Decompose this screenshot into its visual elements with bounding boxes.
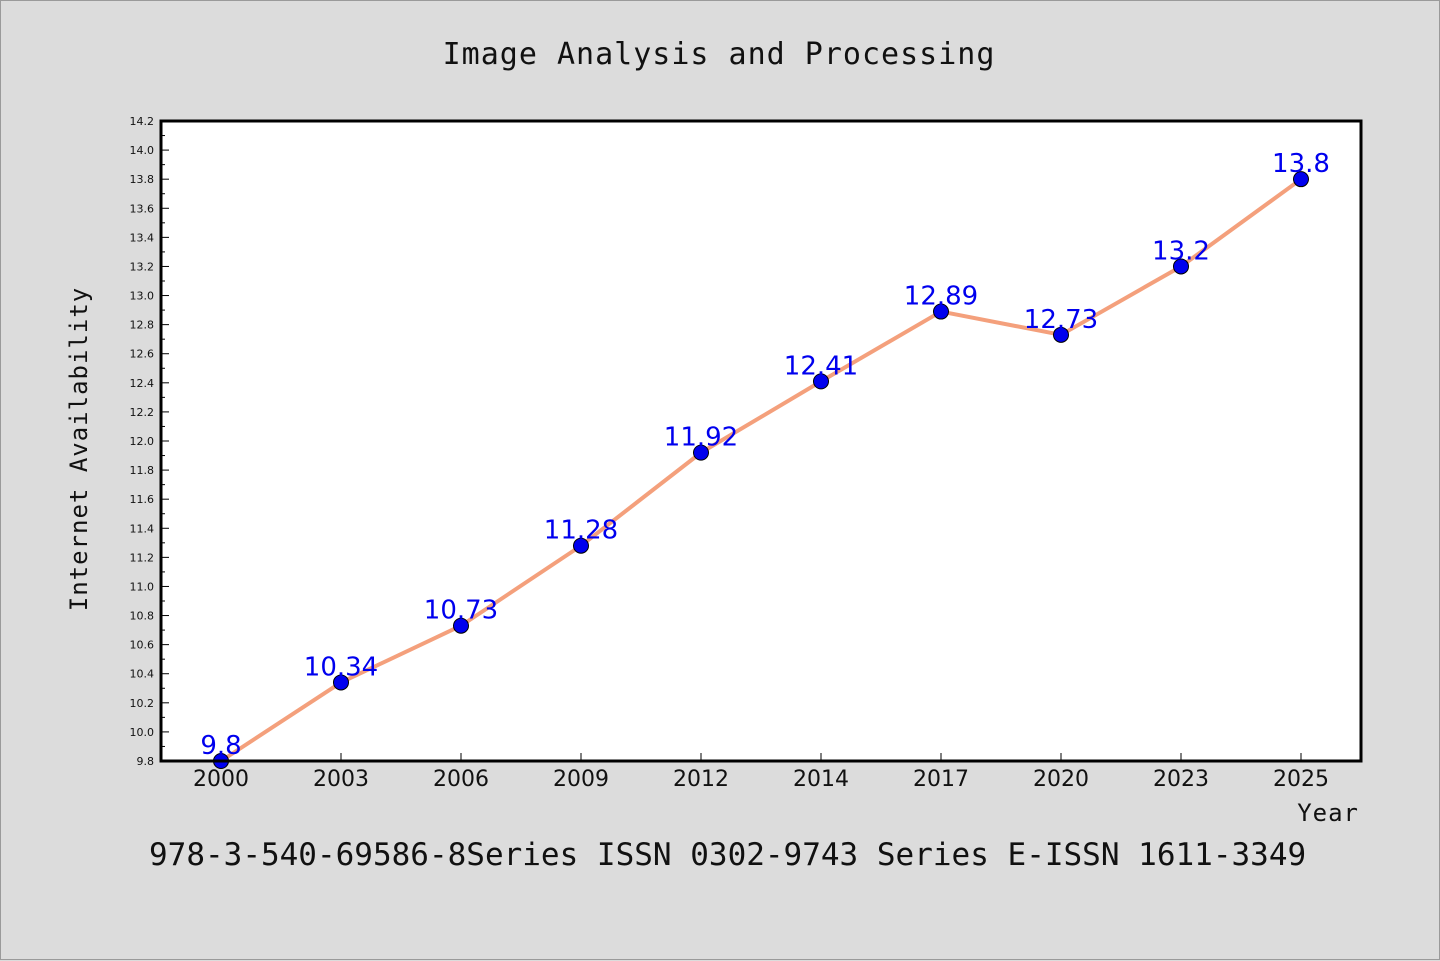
x-tick-label: 2020 — [1033, 767, 1089, 792]
y-axis-title: Internet Availability — [65, 287, 93, 611]
plot-area — [161, 121, 1361, 761]
data-point — [933, 303, 949, 320]
y-tick-label: 12.8 — [130, 319, 155, 332]
y-tick-label: 9.8 — [137, 755, 155, 768]
series-internet-availability — [213, 171, 1309, 769]
y-tick-label: 13.6 — [130, 202, 155, 215]
data-point — [1173, 258, 1189, 275]
data-label: 12.73 — [1024, 305, 1098, 335]
y-tick-label: 12.0 — [130, 435, 155, 448]
y-tick-label: 11.8 — [130, 464, 155, 477]
y-tick-label: 13.0 — [130, 290, 155, 303]
data-point — [453, 617, 469, 634]
data-point — [813, 373, 829, 390]
x-tick-label: 2003 — [313, 767, 369, 792]
data-labels: 9.8 10.34 10.73 11.28 11.92 12.41 12.89 12.73 13… — [200, 149, 1330, 761]
footer-text: 978-3-540-69586-8Series ISSN 0302-9743 S… — [149, 837, 1306, 873]
x-tick-label: 2012 — [673, 767, 729, 792]
y-tick-label: 13.4 — [130, 231, 155, 244]
chart-title: Image Analysis and Processing — [443, 37, 996, 72]
data-label: 9.8 — [200, 731, 241, 761]
data-point — [1053, 326, 1069, 343]
data-point — [693, 444, 709, 461]
plot-border — [159, 119, 1363, 763]
x-tick-label: 2006 — [433, 767, 489, 792]
y-tick-label: 14.2 — [130, 115, 155, 128]
y-tick-label: 11.2 — [130, 551, 155, 564]
data-point — [1293, 171, 1309, 188]
y-tick-label: 10.2 — [130, 697, 155, 710]
x-axis: 2000 2003 2006 2009 2012 2014 2017 2020 2023 2025 — [193, 753, 1329, 792]
data-point — [333, 674, 349, 691]
y-tick-label: 10.4 — [130, 668, 155, 681]
series-line — [219, 177, 1303, 763]
y-tick-label: 10.8 — [130, 610, 155, 623]
data-label: 11.92 — [664, 423, 738, 453]
data-label: 11.28 — [544, 516, 618, 546]
data-label: 12.41 — [784, 351, 858, 381]
y-tick-label: 11.0 — [130, 580, 155, 593]
data-label: 13.8 — [1272, 149, 1330, 179]
x-axis-title: Year — [1297, 799, 1359, 827]
y-tick-label: 14.0 — [130, 144, 155, 157]
x-tick-label: 2014 — [793, 767, 849, 792]
y-tick-label: 13.8 — [130, 173, 155, 186]
data-label: 12.89 — [904, 282, 978, 312]
x-tick-label: 2017 — [913, 767, 969, 792]
y-tick-label: 10.6 — [130, 639, 155, 652]
x-tick-label: 2023 — [1153, 767, 1209, 792]
y-tick-label: 13.2 — [130, 260, 155, 273]
y-tick-label: 12.4 — [130, 377, 155, 390]
y-tick-label: 12.2 — [130, 406, 155, 419]
data-label: 13.2 — [1152, 236, 1210, 266]
x-tick-label: 2009 — [553, 767, 609, 792]
y-tick-label: 11.4 — [130, 522, 155, 535]
data-point — [573, 537, 589, 554]
x-tick-label: 2000 — [193, 767, 249, 792]
y-tick-label: 11.6 — [130, 493, 155, 506]
y-axis: 9.8 10.0 10.2 10.4 10.6 10.8 11.0 11.2 11.4 11.6 1… — [130, 115, 169, 768]
data-label: 10.34 — [304, 652, 378, 682]
x-tick-label: 2025 — [1273, 767, 1329, 792]
data-label: 10.73 — [424, 596, 498, 626]
y-tick-label: 10.0 — [130, 726, 155, 739]
y-tick-label: 12.6 — [130, 348, 155, 361]
